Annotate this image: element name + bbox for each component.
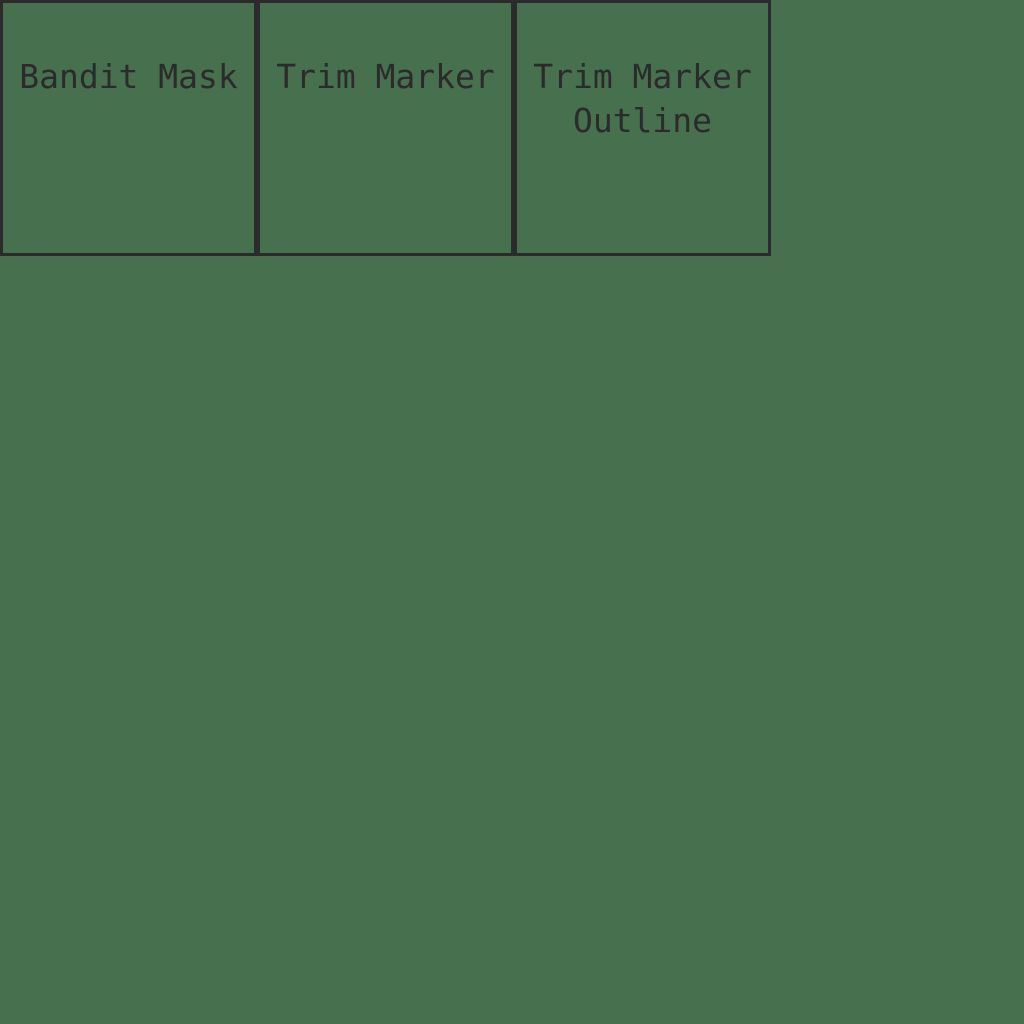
trim-marker-label: Trim Marker	[276, 57, 495, 96]
bandit-mask-label: Bandit Mask	[19, 57, 238, 96]
label-cell-bandit-mask: Bandit Mask	[0, 0, 257, 256]
label-cell-trim-marker: Trim Marker	[257, 0, 514, 256]
trim-marker-outline-label: Trim Marker Outline	[533, 57, 752, 140]
label-row: Bandit Mask Trim Marker Trim Marker Outl…	[0, 0, 771, 256]
label-cell-trim-marker-outline: Trim Marker Outline	[514, 0, 771, 256]
